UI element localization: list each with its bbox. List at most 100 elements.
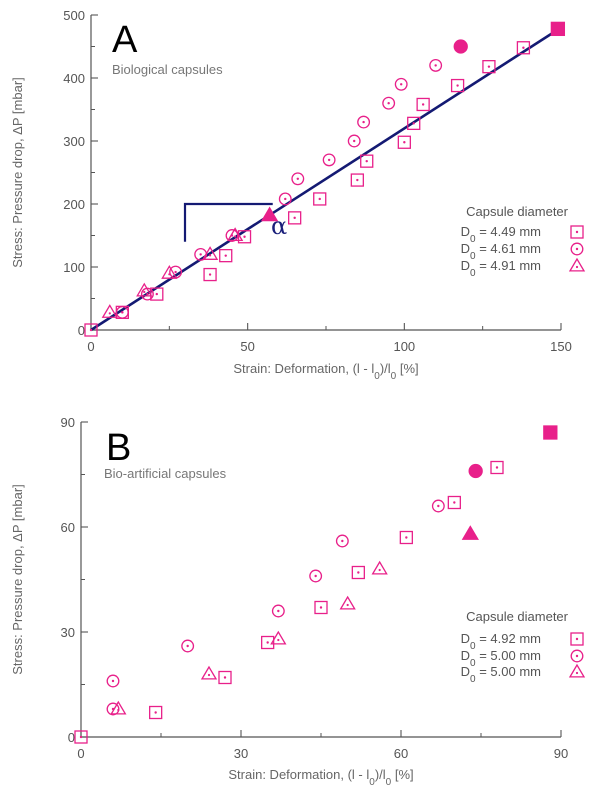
- series-triangle: [110, 560, 388, 715]
- series-circle: [106, 499, 445, 716]
- legend-entry-part: D: [461, 224, 470, 239]
- square-point: [516, 41, 531, 55]
- filled-triangle-point: [461, 525, 479, 540]
- legend-entry: D0 = 5.00 mm: [461, 648, 541, 669]
- x-tick-label: 0: [87, 339, 94, 354]
- series-circle: [115, 58, 443, 319]
- circle-point-dot: [174, 270, 177, 274]
- legend-entry-part: 0: [470, 234, 476, 245]
- triangle-point: [201, 246, 219, 260]
- x-tick-label: 90: [554, 746, 568, 761]
- square-point: [313, 192, 327, 206]
- y-tick-label: 0: [68, 730, 75, 745]
- panel-letter: A: [112, 19, 138, 61]
- circle-point: [431, 499, 445, 513]
- triangle-point-dot: [143, 290, 146, 294]
- x-axis-title-part: 0: [374, 371, 380, 382]
- filled-triangle-point: [260, 206, 279, 222]
- square-point-dot: [403, 141, 406, 144]
- y-tick-label: 500: [63, 8, 85, 23]
- legend-entry: D0 = 4.91 mm: [461, 258, 541, 279]
- square-point: [84, 323, 98, 337]
- triangle-point-dot: [207, 673, 211, 677]
- y-axis-title: Stress: Pressure drop, ΔP [mbar]: [10, 77, 25, 268]
- panel-letter: B: [106, 427, 131, 469]
- legend-entry: D0 = 5.00 mm: [461, 664, 541, 685]
- x-axis-title: Strain: Deformation, (l - l0)/l0 [%]: [233, 361, 418, 382]
- x-axis-title-part: Strain: Deformation, (l - l: [233, 361, 374, 376]
- fit-line: [90, 26, 562, 332]
- square-point: [407, 116, 421, 131]
- circle-point-dot: [327, 158, 331, 162]
- legend-circle-marker: [570, 242, 584, 256]
- circle-point-dot: [362, 120, 365, 124]
- x-axis-title-part: [%]: [396, 361, 418, 376]
- x-axis-title-part: 0: [369, 777, 375, 788]
- circle-point: [115, 305, 129, 319]
- legend-title: Capsule diameter: [466, 609, 569, 624]
- circle-point-dot: [121, 311, 124, 314]
- circle-point-dot: [277, 609, 280, 613]
- circle-point: [322, 153, 336, 167]
- square-point-dot: [79, 735, 83, 739]
- legend-triangle-marker: [568, 663, 586, 678]
- x-axis-title: Strain: Deformation, (l - l0)/l0 [%]: [228, 767, 413, 788]
- y-tick-label: 0: [78, 323, 85, 338]
- circle-point-dot: [284, 197, 287, 201]
- square-point-dot: [155, 292, 158, 296]
- square-point-dot: [319, 606, 323, 609]
- square-point-dot: [453, 501, 456, 504]
- legend-entry: D0 = 4.49 mm: [461, 224, 541, 245]
- square-point: [360, 154, 374, 168]
- circle-point-dot: [186, 644, 189, 648]
- circle-point: [271, 604, 285, 618]
- legend-circle-marker-dot: [575, 247, 579, 251]
- triangle-point: [339, 595, 356, 610]
- square-point-dot: [522, 46, 525, 49]
- legend-entry-part: D: [461, 664, 470, 679]
- circle-point-dot: [199, 253, 202, 256]
- square-point: [397, 135, 411, 149]
- square-point: [450, 78, 465, 93]
- x-axis-title-part: 0: [391, 371, 397, 382]
- triangle-point: [226, 227, 244, 242]
- legend-square-marker-dot: [575, 230, 579, 234]
- y-axis-title: Stress: Pressure drop, ΔP [mbar]: [10, 484, 25, 675]
- circle-point: [291, 172, 305, 186]
- filled-square-point: [543, 425, 558, 440]
- legend-triangle-marker-dot: [575, 671, 579, 675]
- square-point: [314, 600, 328, 615]
- square-point-dot: [405, 536, 408, 539]
- square-point-dot: [357, 571, 360, 574]
- triangle-point-dot: [168, 273, 171, 276]
- legend-entry-part: = 4.91 mm: [476, 258, 541, 273]
- circle-point: [278, 192, 292, 206]
- y-tick-label: 200: [63, 197, 85, 212]
- square-point: [288, 211, 302, 225]
- legend-title: Capsule diameter: [466, 204, 569, 219]
- series-square: [74, 460, 504, 744]
- legend-entry-part: D: [461, 631, 470, 646]
- triangle-point-dot: [378, 568, 381, 572]
- x-axis-title-part: Strain: Deformation, (l - l: [228, 767, 369, 782]
- filled-square-point: [550, 21, 566, 37]
- triangle-point-dot: [117, 708, 120, 712]
- square-point-dot: [223, 676, 227, 679]
- legend-entry-part: 0: [470, 674, 476, 685]
- y-tick-label: 30: [61, 625, 75, 640]
- legend-triangle-marker-dot: [575, 265, 579, 269]
- triangle-point: [270, 630, 287, 645]
- panel-a: 0 100 200 300 400 500 0 50 100 150 Stress: Pressur…: [10, 8, 586, 382]
- circle-point: [429, 58, 443, 72]
- legend-entry-part: 0: [470, 658, 476, 669]
- legend-entry-part: = 4.92 mm: [476, 631, 541, 646]
- circle-point: [181, 639, 195, 653]
- x-tick-label: 100: [393, 339, 415, 354]
- y-tick-label: 400: [63, 71, 85, 86]
- legend-entry-part: = 5.00 mm: [476, 664, 541, 679]
- legend-circle-marker: [570, 649, 584, 663]
- triangle-point: [110, 700, 127, 715]
- x-axis-title-part: )/l: [380, 361, 391, 376]
- square-point: [399, 530, 413, 545]
